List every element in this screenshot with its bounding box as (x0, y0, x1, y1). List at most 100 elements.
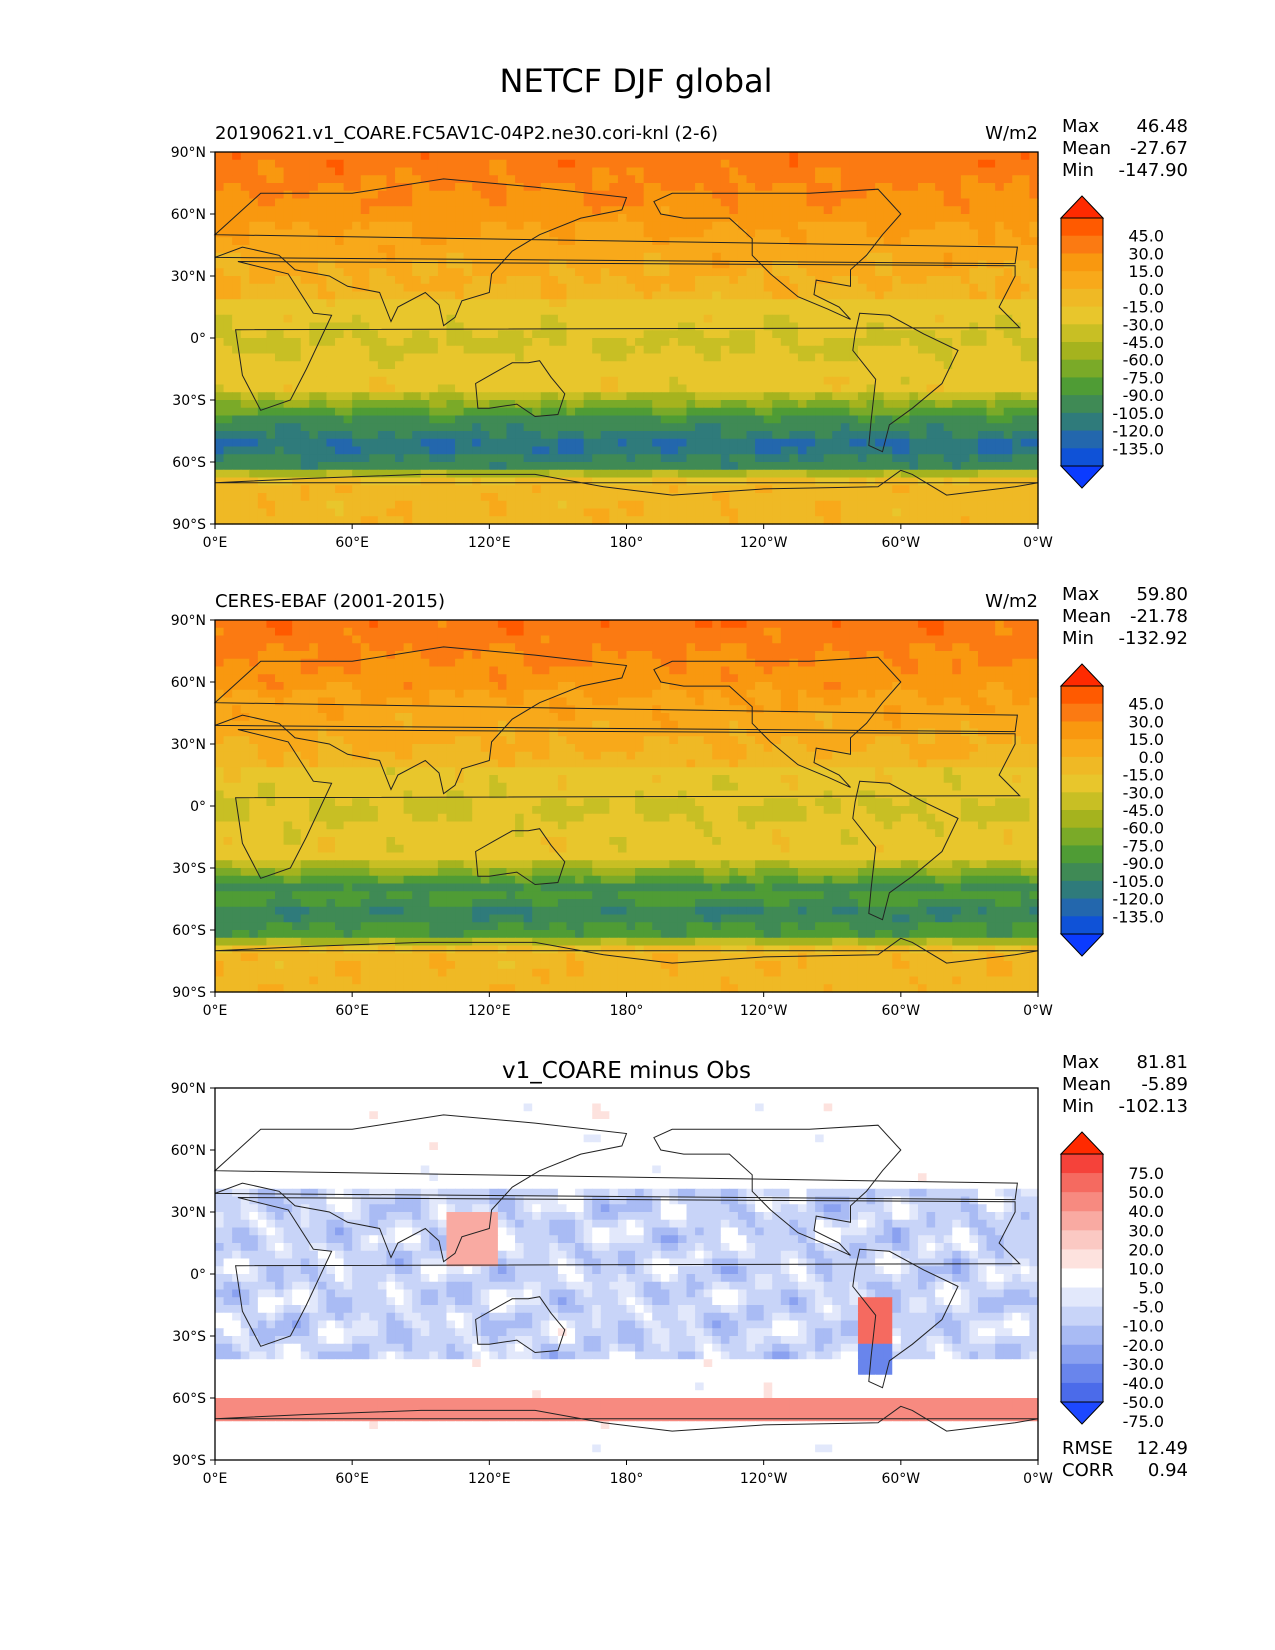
field-cell (995, 635, 1005, 644)
field-cell (926, 283, 936, 293)
field-cell (917, 314, 928, 324)
field-cell (403, 643, 413, 652)
field-cell (652, 353, 662, 362)
field-cell (652, 152, 662, 161)
field-cell (232, 392, 242, 401)
field-cell (943, 214, 953, 223)
field-cell (480, 431, 490, 440)
field-cell (857, 446, 868, 455)
field-cell (720, 384, 730, 393)
field-cell (789, 400, 799, 409)
field-cell (849, 221, 859, 231)
field-cell (557, 322, 568, 331)
field-cell (352, 508, 362, 517)
field-cell (806, 361, 816, 370)
field-cell (429, 407, 439, 417)
field-cell (412, 516, 422, 525)
field-cell (823, 454, 833, 463)
field-cell (523, 392, 533, 401)
field-cell (857, 330, 868, 339)
field-cell (609, 400, 619, 409)
field-cell (1012, 392, 1022, 401)
field-cell (480, 260, 490, 269)
field-cell (377, 314, 388, 324)
field-cell (892, 477, 902, 486)
field-cell (292, 190, 302, 200)
field-cell (609, 431, 619, 440)
field-cell (677, 167, 688, 176)
field-cell (292, 183, 302, 192)
field-cell (446, 508, 456, 517)
field-cell (223, 493, 233, 502)
stat-label: Max (1062, 116, 1100, 137)
field-cell (566, 469, 576, 479)
field-cell (275, 322, 285, 331)
field-cell (240, 283, 250, 293)
field-cell (995, 268, 1005, 277)
field-cell (497, 159, 508, 169)
field-cell (592, 446, 602, 455)
field-cell (497, 322, 508, 331)
field-cell (575, 345, 585, 355)
field-cell (583, 221, 593, 231)
field-cell (660, 183, 670, 192)
field-cell (575, 229, 585, 238)
field-cell (326, 462, 336, 471)
field-cell (317, 493, 328, 502)
field-cell (849, 620, 859, 629)
field-cell (737, 462, 748, 471)
field-cell (737, 330, 748, 339)
field-cell (283, 485, 293, 494)
field-cell (789, 190, 799, 200)
field-cell (780, 345, 790, 355)
field-cell (686, 384, 696, 393)
field-cell (429, 152, 439, 161)
field-cell (995, 159, 1005, 169)
field-cell (883, 376, 893, 386)
field-cell (515, 175, 525, 184)
field-cell (515, 268, 525, 277)
field-cell (326, 276, 336, 285)
field-cell (737, 291, 748, 300)
field-cell (875, 245, 885, 254)
field-cell (926, 477, 936, 486)
field-cell (635, 330, 645, 339)
field-cell (377, 283, 388, 293)
field-cell (866, 361, 876, 370)
field-cell (215, 516, 225, 525)
field-cell (592, 152, 602, 161)
field-cell (532, 276, 542, 285)
field-cell (455, 152, 465, 161)
field-cell (703, 206, 713, 215)
field-cell (540, 214, 550, 223)
field-cell (360, 330, 370, 339)
field-cell (377, 276, 388, 285)
field-cell (815, 423, 825, 432)
field-cell (506, 167, 516, 176)
field-cell (1003, 627, 1013, 637)
field-cell (292, 376, 302, 386)
field-cell (326, 431, 336, 440)
field-cell (832, 322, 842, 331)
field-cell (215, 268, 225, 277)
field-cell (463, 431, 473, 440)
field-cell (892, 190, 902, 200)
field-cell (240, 438, 250, 448)
field-cell (343, 175, 353, 184)
field-cell (703, 167, 713, 176)
field-cell (926, 276, 936, 285)
field-cell (463, 314, 473, 324)
field-cell (386, 175, 396, 184)
field-cell (275, 314, 285, 324)
field-cell (746, 314, 756, 324)
field-cell (343, 338, 353, 347)
field-cell (326, 353, 336, 362)
field-cell (849, 423, 859, 432)
field-cell (626, 276, 636, 285)
field-cell (283, 407, 293, 417)
field-cell (557, 345, 568, 355)
field-cell (257, 469, 268, 479)
field-cell (617, 229, 628, 238)
field-cell (763, 330, 773, 339)
field-cell (626, 260, 636, 269)
